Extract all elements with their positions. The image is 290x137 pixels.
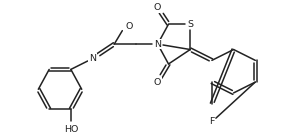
Text: N: N <box>154 40 161 49</box>
Text: O: O <box>154 78 161 87</box>
Text: F: F <box>209 117 215 126</box>
Text: N: N <box>89 54 96 63</box>
Text: HO: HO <box>64 125 78 134</box>
Text: O: O <box>154 3 161 12</box>
Text: S: S <box>187 20 193 29</box>
Text: O: O <box>125 22 133 31</box>
